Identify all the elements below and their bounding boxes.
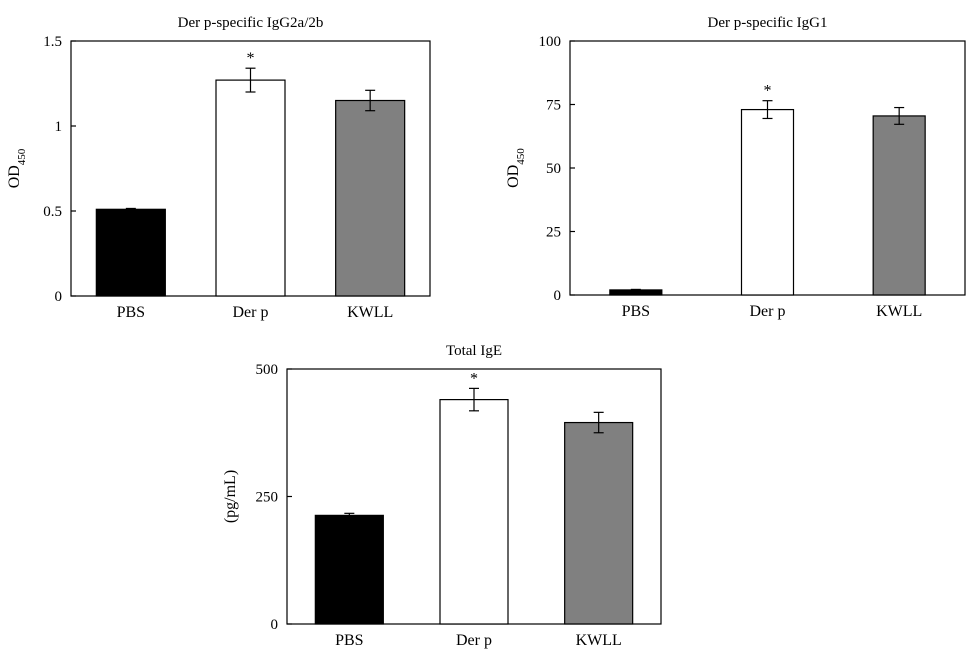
chart-ige: Total IgE 0 250 500 (pg/mL) PBS * Der p KWLL [222,343,662,649]
significance-marker: * [247,50,255,67]
bar-kwll [564,421,634,625]
y-tick-label: 100 [539,34,562,50]
y-tick-label: 25 [546,225,561,241]
bar-der-p [439,399,509,625]
bar-kwll [872,115,926,296]
chart-igg2a: Der p-specific IgG2a/2b 0 0.5 1 1.5 OD450 PBS *… [6,15,431,321]
significance-marker: * [470,370,478,387]
bar-pbs [314,514,384,625]
bar-der-p [740,108,795,296]
x-category-label: KWLL [576,632,622,649]
y-tick-label: 50 [546,161,561,177]
x-category-label: KWLL [347,304,393,321]
x-category-label: KWLL [876,303,922,320]
y-tick-label: 0 [55,289,63,305]
y-tick-label: 75 [546,98,561,114]
y-tick-label: 1.5 [43,34,62,50]
chart-title: Total IgE [446,343,502,359]
significance-marker: * [764,83,772,100]
y-axis-label-subscript: 450 [515,148,527,165]
bar-der-p [215,79,286,297]
chart-title: Der p-specific IgG2a/2b [178,15,324,31]
y-tick-label: 0.5 [43,204,62,220]
y-tick-label: 500 [256,362,279,378]
x-category-label: Der p [750,303,786,320]
x-category-label: Der p [233,304,269,321]
y-tick-label: 250 [256,490,279,506]
y-axis-label: OD450 [505,148,527,188]
y-axis-label: (pg/mL) [222,470,239,523]
bar-kwll [335,99,406,297]
chart-title: Der p-specific IgG1 [708,15,828,31]
y-axis-label-text: OD [6,165,23,188]
chart-igg1: Der p-specific IgG1 0 25 50 75 100 OD450 PBS * De… [505,15,966,320]
x-category-label: PBS [117,304,145,321]
bar-pbs [95,208,166,297]
y-tick-label: 0 [271,617,279,633]
y-tick-label: 1 [55,119,63,135]
y-axis-label-subscript: 450 [16,148,28,165]
y-axis-label-text: OD [505,165,522,188]
y-axis-label-text: (pg/mL) [222,470,239,523]
y-tick-label: 0 [554,288,562,304]
x-category-label: PBS [335,632,363,649]
x-category-label: PBS [622,303,650,320]
y-axis-label: OD450 [6,148,28,188]
x-category-label: Der p [456,632,492,649]
